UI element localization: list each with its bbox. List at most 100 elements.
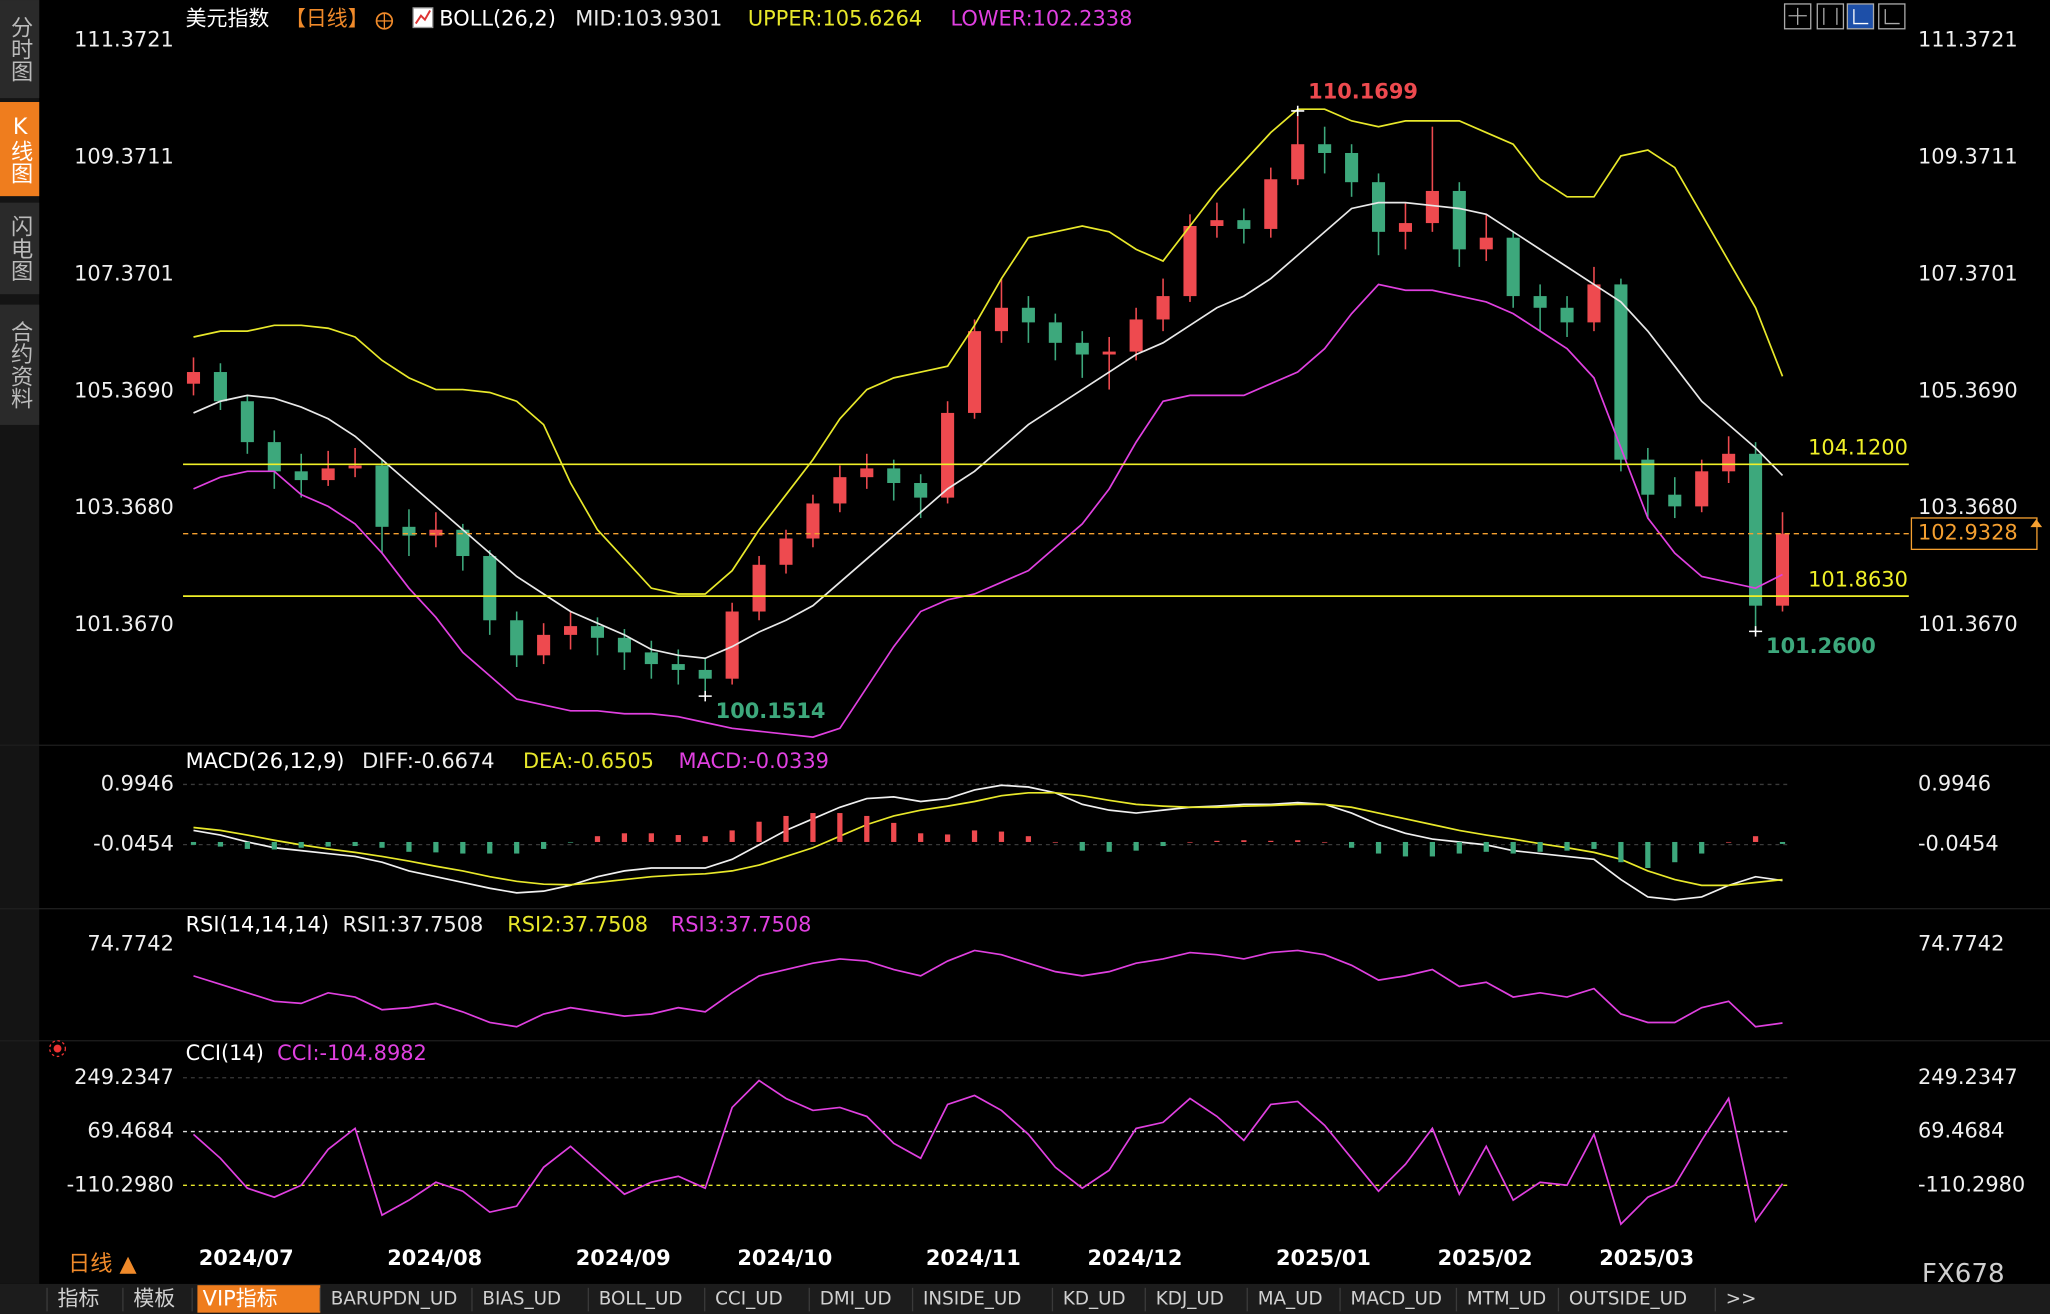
- sidebar-tab-label[interactable]: 合约资料: [7, 320, 33, 410]
- candle-body: [1021, 307, 1035, 323]
- bottom-tab-label[interactable]: CCI_UD: [715, 1289, 783, 1310]
- sidebar-tab-label[interactable]: 闪电图: [7, 215, 33, 282]
- histogram-bar: [702, 836, 708, 842]
- histogram-bar: [244, 841, 250, 849]
- toolbar-icons[interactable]: [1783, 3, 1906, 30]
- candle-body: [348, 465, 362, 469]
- legend-entry: DEA:-0.6505: [523, 749, 654, 773]
- x-tick-label: 2024/09: [576, 1246, 671, 1270]
- period-toggle[interactable]: 日线 ▲: [68, 1251, 138, 1277]
- candle-body: [1345, 152, 1359, 183]
- sidebar-tab[interactable]: [0, 102, 40, 197]
- extreme-marker: [1291, 105, 1305, 117]
- extreme-marker: [1749, 626, 1763, 637]
- histogram-bar: [998, 831, 1005, 842]
- bottom-tab-label[interactable]: BARUPDN_UD: [331, 1289, 458, 1310]
- x-tick-label: 2024/08: [387, 1246, 482, 1270]
- bottom-tab-label[interactable]: MTM_UD: [1467, 1289, 1546, 1310]
- legend-entry: RSI3:37.7508: [671, 913, 812, 937]
- histogram-bar: [1564, 841, 1570, 851]
- bottom-tab-label[interactable]: 模板: [133, 1287, 175, 1311]
- candle-body: [1533, 296, 1547, 308]
- series-line: [193, 201, 1784, 660]
- panel-title: RSI(14,14,14): [186, 913, 329, 937]
- y-tick-label-right: 107.3701: [1918, 261, 2018, 285]
- bottom-tab-label[interactable]: 指标: [58, 1287, 100, 1311]
- histogram-bar: [918, 833, 924, 842]
- extreme-label: 101.2600: [1766, 634, 1876, 658]
- candle-body: [240, 401, 254, 443]
- y-tick-label-right: 109.3711: [1918, 145, 2018, 169]
- sidebar-tab[interactable]: [0, 304, 40, 425]
- histogram-bar: [1779, 841, 1786, 844]
- legend-entry: RSI1:37.7508: [343, 913, 484, 937]
- bottom-tab-label[interactable]: DMI_UD: [820, 1289, 892, 1310]
- histogram-bar: [1699, 841, 1705, 854]
- histogram-bar: [514, 841, 520, 854]
- histogram-bar: [1752, 836, 1759, 842]
- bottom-tab-label[interactable]: MA_UD: [1258, 1289, 1323, 1310]
- x-tick-label: 2025/01: [1276, 1246, 1371, 1270]
- candle-body: [1668, 494, 1682, 507]
- bottom-tab-label[interactable]: OUTSIDE_UD: [1569, 1289, 1687, 1310]
- sidebar-tab-label[interactable]: K线图: [7, 114, 33, 185]
- histogram-bar: [379, 841, 385, 848]
- series-line: [193, 283, 1783, 738]
- bottom-tab-label[interactable]: >>: [1726, 1289, 1757, 1310]
- candle-body: [1587, 284, 1601, 323]
- y-tick-label-right: 111.3721: [1918, 28, 2018, 52]
- bottom-tab-label[interactable]: BIAS_UD: [482, 1289, 561, 1310]
- y-tick-label: 101.3670: [74, 612, 174, 636]
- x-tick-label: 2024/11: [926, 1246, 1021, 1270]
- indicator-icon[interactable]: [412, 7, 434, 29]
- candle-body: [537, 634, 551, 656]
- bottom-tab-label[interactable]: BOLL_UD: [599, 1289, 683, 1310]
- candle-body: [1749, 453, 1763, 606]
- bottom-tab-active[interactable]: [197, 1285, 321, 1313]
- histogram-bar: [1268, 840, 1274, 842]
- histogram-bar: [433, 841, 439, 853]
- x-tick-label: 2025/02: [1438, 1246, 1533, 1270]
- candle-body: [1722, 453, 1736, 472]
- y-tick-label: 109.3711: [74, 145, 174, 169]
- y-tick-label-right: 101.3670: [1918, 612, 2018, 636]
- bottom-tab-label[interactable]: KD_UD: [1063, 1289, 1126, 1310]
- sidebar-tab[interactable]: [0, 0, 40, 99]
- candle-body: [779, 538, 793, 565]
- add-icon[interactable]: [375, 12, 394, 30]
- x-tick-label: 2024/12: [1087, 1246, 1182, 1270]
- candle-body: [1237, 220, 1251, 229]
- candle-body: [321, 468, 335, 481]
- candle-body: [1425, 190, 1439, 224]
- candle-body: [1452, 190, 1466, 250]
- histogram-bar: [1591, 841, 1597, 849]
- histogram-bar: [352, 841, 358, 847]
- histogram-bar: [1187, 841, 1193, 843]
- period-label: 【日线】: [285, 7, 369, 31]
- histogram-bar: [271, 841, 277, 850]
- y-tick-label: 103.3680: [74, 495, 174, 519]
- bottom-tab-label[interactable]: INSIDE_UD: [923, 1289, 1021, 1310]
- cci-settings-icon[interactable]: [49, 1040, 67, 1058]
- tab-bar: [0, 1283, 2050, 1314]
- panel-title: CCI(14): [186, 1041, 264, 1065]
- sidebar-tab-label[interactable]: 分时图: [7, 15, 33, 82]
- panel-title: MACD(26,12,9): [186, 749, 345, 773]
- bottom-tab-label[interactable]: KDJ_UD: [1156, 1289, 1224, 1310]
- candle-body: [1775, 533, 1790, 606]
- candle-body: [1398, 223, 1412, 232]
- candle-body: [213, 372, 227, 402]
- x-tick-label: 2025/03: [1599, 1246, 1694, 1270]
- histogram-bar: [1079, 841, 1085, 851]
- histogram-bar: [1618, 841, 1624, 863]
- bottom-tab-label[interactable]: MACD_UD: [1351, 1289, 1442, 1310]
- candle-body: [1695, 471, 1709, 507]
- y-tick-label-right: -110.2980: [1918, 1172, 2025, 1196]
- legend-entry: MID:103.9301: [575, 7, 722, 31]
- legend-entry: RSI2:37.7508: [507, 913, 648, 937]
- sidebar-tab[interactable]: [0, 202, 40, 295]
- histogram-bar: [810, 813, 816, 842]
- price-marker: [2030, 519, 2043, 528]
- series-line: [193, 784, 1783, 901]
- bottom-tab-label[interactable]: VIP指标: [203, 1287, 278, 1311]
